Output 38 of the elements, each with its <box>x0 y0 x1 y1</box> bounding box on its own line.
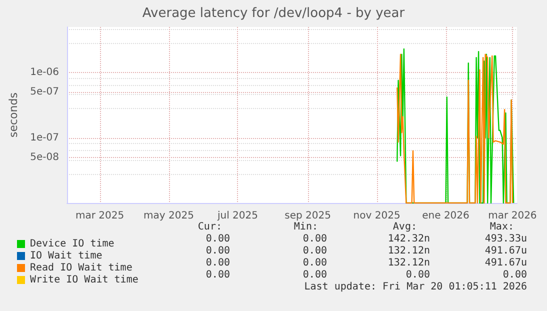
x-tick-label: mar 2025 <box>75 210 124 222</box>
text: 491.67u <box>484 246 527 256</box>
x-tick-label: jul 2025 <box>216 210 258 222</box>
text: Max: <box>490 222 514 232</box>
x-tick-label: sep 2025 <box>284 210 331 222</box>
text: 0.00 <box>206 258 230 268</box>
text: 0.00 <box>302 246 327 256</box>
x-tick-label: may 2025 <box>144 210 194 222</box>
text: 491.67u <box>484 258 527 268</box>
y-tick-label: 5e-07 <box>30 86 59 98</box>
text: 0.00 <box>502 270 527 280</box>
text: 0.00 <box>302 234 327 244</box>
chart-title: Average latency for /dev/loop4 - by year <box>142 6 406 21</box>
text: Min: <box>294 222 318 232</box>
text: 0.00 <box>206 234 230 244</box>
text: 132.12n <box>388 246 430 256</box>
text: Cur: <box>198 222 222 232</box>
legend-label: IO Wait time <box>30 250 102 262</box>
text: Last update: Fri Mar 20 01:05:11 2026 <box>304 282 527 292</box>
text: 0.00 <box>302 270 327 280</box>
legend-label: Read IO Wait time <box>30 262 132 274</box>
y-axis-title: seconds <box>7 92 20 138</box>
text: Avg: <box>392 222 417 232</box>
legend-label: Write IO Wait time <box>30 274 138 286</box>
text: 132.12n <box>388 258 430 268</box>
y-tick-label: 1e-07 <box>30 132 59 144</box>
text: 0.00 <box>206 270 230 280</box>
text: 493.33u <box>484 234 527 244</box>
x-tick-label: nov 2025 <box>353 210 400 222</box>
text: 142.32n <box>388 234 430 244</box>
x-tick-label: mar 2026 <box>488 210 537 222</box>
text: 0.00 <box>206 246 230 256</box>
y-tick-label: 5e-08 <box>30 152 59 163</box>
y-tick-label: 1e-06 <box>30 67 59 78</box>
legend-label: Device IO time <box>30 238 114 250</box>
text: 0.00 <box>302 258 327 268</box>
text: 0.00 <box>406 270 430 280</box>
x-tick-label: ene 2026 <box>422 210 470 222</box>
